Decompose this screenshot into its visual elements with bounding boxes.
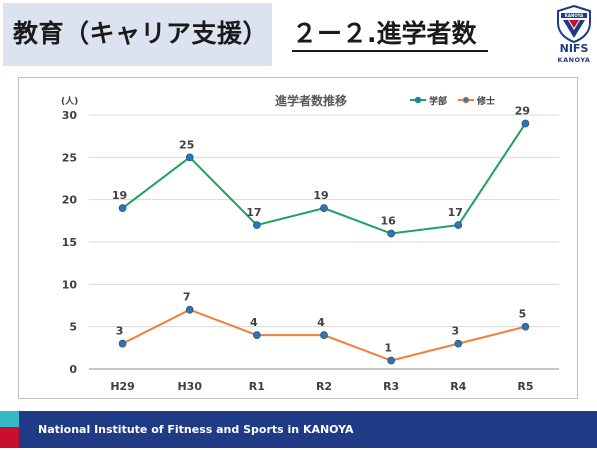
data-point <box>253 221 261 229</box>
legend-label: 学部 <box>429 95 447 107</box>
data-label: 3 <box>451 325 459 338</box>
x-tick-label: R5 <box>517 380 533 393</box>
data-point <box>521 119 530 128</box>
y-tick-label: 20 <box>62 194 78 207</box>
data-point <box>521 322 530 331</box>
y-tick-label: 15 <box>62 236 77 249</box>
title-underline <box>292 50 488 52</box>
logo: KANOYA NIFS KANOYA <box>553 4 595 69</box>
section-title: 教育（キャリア支援） <box>13 19 269 48</box>
legend-marker <box>462 96 470 104</box>
data-label: 3 <box>116 325 124 338</box>
data-label: 1 <box>384 342 392 355</box>
x-tick-label: R2 <box>316 380 332 393</box>
slide-title: ２ー２.進学者数 <box>292 19 477 48</box>
data-label: 19 <box>112 189 127 202</box>
data-label: 4 <box>250 316 258 329</box>
data-label: 7 <box>183 291 191 304</box>
data-point <box>320 331 328 339</box>
chart-frame: 0 5 10 15 20 25 30 H29 H30 R1 R2 R3 R4 R5 (人) 進学者数推移 学部修… <box>18 77 578 399</box>
data-label: 5 <box>519 308 527 321</box>
kanoya-shield-logo: KANOYA <box>557 4 591 44</box>
data-point <box>118 339 127 348</box>
footer-accent-cyan <box>0 411 19 427</box>
data-point <box>454 221 463 229</box>
legend-label: 修士 <box>476 95 495 107</box>
data-point <box>387 229 395 238</box>
footer-text: National Institute of Fitness and Sports… <box>38 423 354 436</box>
data-label: 4 <box>317 316 325 329</box>
logo-name: NIFS <box>559 42 589 55</box>
x-tick-label: R3 <box>383 380 399 393</box>
logo-subtitle: KANOYA <box>557 56 591 64</box>
y-tick-label: 30 <box>62 109 78 122</box>
footer-accent-red <box>0 427 19 448</box>
line-chart: 051015202530H29 H30 R1 R2 R3 R4 R5(人) 進学者数推移 学部修… <box>61 93 559 393</box>
y-tick-label: 5 <box>69 321 77 334</box>
y-tick-label: 25 <box>62 151 77 164</box>
data-point <box>253 331 261 339</box>
data-point <box>185 153 194 162</box>
logo-badge-text: KANOYA <box>565 13 584 18</box>
y-axis-label: (人) <box>61 95 78 107</box>
data-label: 19 <box>313 189 328 202</box>
data-label: 17 <box>246 206 261 219</box>
data-label: 29 <box>515 104 530 117</box>
data-point <box>387 356 395 365</box>
legend-marker <box>414 96 422 104</box>
x-tick-label: R1 <box>249 380 265 393</box>
data-label: 25 <box>179 138 194 151</box>
data-label: 17 <box>448 206 463 219</box>
data-point <box>185 305 194 314</box>
data-label: 16 <box>380 215 396 228</box>
y-tick-label: 10 <box>62 278 78 291</box>
data-point <box>320 204 328 212</box>
footer-bar <box>19 411 597 448</box>
x-tick-label: H30 <box>177 380 202 393</box>
data-point <box>118 204 127 212</box>
chart-title: 進学者数推移 <box>275 93 347 108</box>
x-tick-label: R4 <box>450 380 466 393</box>
x-tick-label: H29 <box>110 380 135 393</box>
section-title-box <box>3 3 272 66</box>
y-tick-label: 0 <box>69 363 77 376</box>
data-point <box>454 339 463 348</box>
